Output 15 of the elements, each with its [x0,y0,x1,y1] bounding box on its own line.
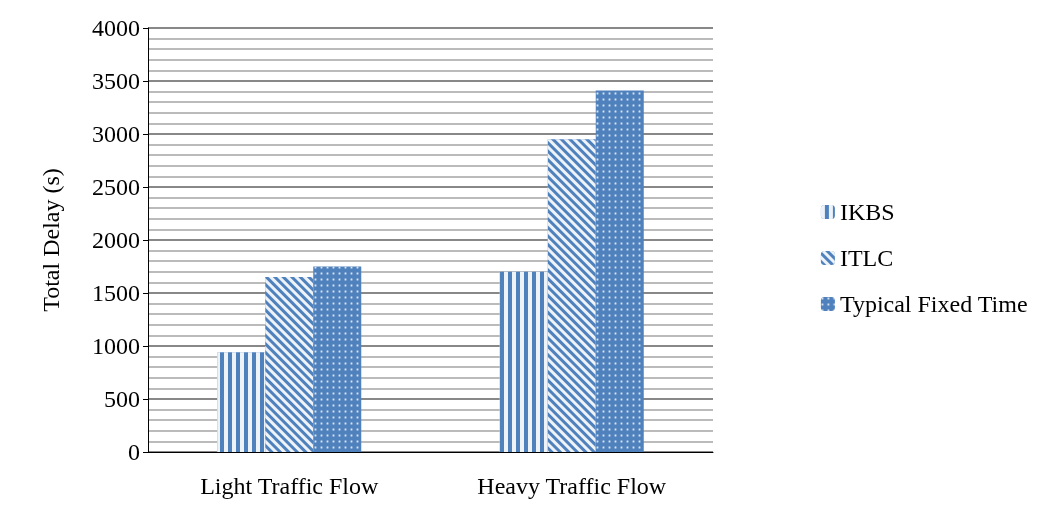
y-tick-label: 3500 [92,68,140,94]
legend-label: Typical Fixed Time [839,291,1028,317]
y-tick-label: 2500 [92,174,140,200]
y-tick-label: 2000 [92,227,140,253]
y-tick-label: 0 [128,439,140,465]
x-tick-label: Heavy Traffic Flow [477,473,667,499]
y-tick-label: 3000 [92,121,140,147]
y-tick-label: 4000 [92,15,140,41]
legend-label: IKBS [839,199,895,225]
y-tick-label: 500 [104,386,140,412]
y-axis-title: Total Delay (s) [38,168,64,312]
x-tick-label: Light Traffic Flow [200,473,380,499]
legend-label: ITLC [839,245,894,271]
y-tick-label: 1500 [92,280,140,306]
y-tick-label: 1000 [92,333,140,359]
